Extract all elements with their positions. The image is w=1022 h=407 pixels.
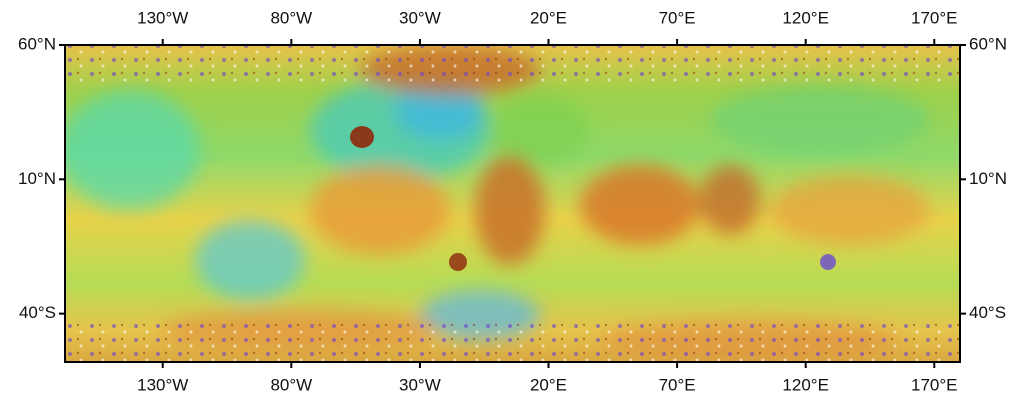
x-tick-label: 120°E xyxy=(782,375,829,394)
x-tick-label: 30°W xyxy=(399,8,441,27)
x-tick-label: 20°E xyxy=(530,375,567,394)
x-tick-label: 30°W xyxy=(399,375,441,394)
x-tick-label: 70°E xyxy=(659,8,696,27)
x-tick-label: 80°W xyxy=(270,8,312,27)
x-tick-label: 130°W xyxy=(137,8,188,27)
x-tick-label: 130°W xyxy=(137,375,188,394)
map-frame xyxy=(64,44,961,363)
x-tick-label: 70°E xyxy=(659,375,696,394)
y-tick-label: 40°S xyxy=(969,303,1006,322)
x-tick-label: 170°E xyxy=(911,8,958,27)
x-tick-label: 80°W xyxy=(270,375,312,394)
x-tick-label: 20°E xyxy=(530,8,567,27)
map-image xyxy=(65,45,960,362)
y-tick-label: 10°N xyxy=(18,169,56,188)
y-tick-label: 60°N xyxy=(969,34,1007,53)
y-tick-label: 60°N xyxy=(18,34,56,53)
x-tick-label: 170°E xyxy=(911,375,958,394)
y-tick-label: 10°N xyxy=(969,169,1007,188)
y-tick-label: 40°S xyxy=(19,303,56,322)
x-tick-label: 120°E xyxy=(782,8,829,27)
